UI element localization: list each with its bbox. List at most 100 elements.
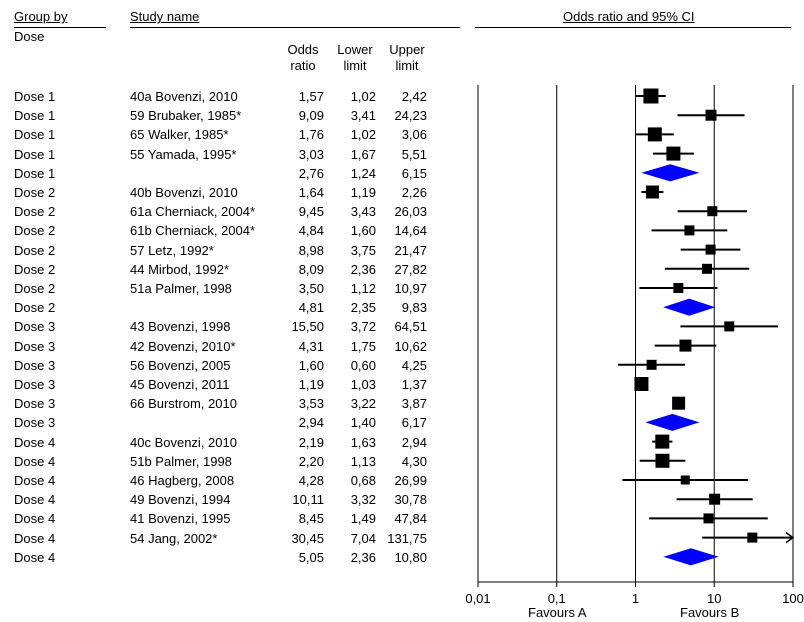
row-lower-limit: 2,36 bbox=[350, 262, 376, 277]
row-group: Dose 3 bbox=[14, 319, 56, 334]
row-odds-ratio: 8,09 bbox=[298, 262, 324, 277]
row-odds-ratio: 9,09 bbox=[298, 108, 324, 123]
row-upper-limit: 1,37 bbox=[401, 377, 427, 392]
study-marker bbox=[709, 493, 721, 505]
row-upper-limit: 27,82 bbox=[394, 262, 427, 277]
row-group: Dose 4 bbox=[14, 511, 56, 526]
row-odds-ratio: 5,05 bbox=[298, 550, 324, 565]
summary-diamond bbox=[663, 548, 719, 566]
row-study-name: 40c Bovenzi, 2010 bbox=[130, 435, 237, 450]
row-lower-limit: 1,40 bbox=[350, 415, 376, 430]
row-study-name: 51b Palmer, 1998 bbox=[130, 454, 232, 469]
ci-arrow bbox=[785, 531, 795, 544]
row-upper-limit: 2,26 bbox=[401, 185, 427, 200]
row-lower-limit: 2,36 bbox=[350, 550, 376, 565]
row-group: Dose 2 bbox=[14, 300, 56, 315]
row-lower-limit: 1,12 bbox=[350, 281, 376, 296]
row-study-name: 41 Bovenzi, 1995 bbox=[130, 511, 231, 526]
favours-a-label: Favours A bbox=[528, 605, 587, 620]
row-upper-limit: 10,80 bbox=[394, 550, 427, 565]
study-marker bbox=[634, 377, 649, 391]
row-group: Dose 2 bbox=[14, 223, 56, 238]
row-lower-limit: 7,04 bbox=[350, 531, 376, 546]
study-marker bbox=[645, 185, 659, 199]
row-study-name: 42 Bovenzi, 2010* bbox=[130, 339, 236, 354]
row-lower-limit: 1,49 bbox=[350, 511, 376, 526]
row-group: Dose 3 bbox=[14, 377, 56, 392]
study-marker bbox=[707, 206, 718, 217]
row-odds-ratio: 9,45 bbox=[298, 204, 324, 219]
row-group: Dose 3 bbox=[14, 415, 56, 430]
row-odds-ratio: 4,84 bbox=[298, 223, 324, 238]
study-marker bbox=[655, 453, 670, 468]
header-plot-title: Odds ratio and 95% CI bbox=[563, 9, 695, 24]
row-study-name: 55 Yamada, 1995* bbox=[130, 147, 237, 162]
row-odds-ratio: 4,31 bbox=[298, 339, 324, 354]
row-lower-limit: 1,19 bbox=[350, 185, 376, 200]
row-study-name: 44 Mirbod, 1992* bbox=[130, 262, 230, 277]
row-group: Dose 4 bbox=[14, 492, 56, 507]
row-upper-limit: 47,84 bbox=[394, 511, 427, 526]
row-upper-limit: 3,87 bbox=[401, 396, 427, 411]
row-lower-limit: 3,72 bbox=[350, 319, 376, 334]
row-study-name: 54 Jang, 2002* bbox=[130, 531, 218, 546]
row-study-name: 61b Cherniack, 2004* bbox=[130, 223, 256, 238]
row-odds-ratio: 30,45 bbox=[291, 531, 324, 546]
row-lower-limit: 1,24 bbox=[350, 166, 376, 181]
header-divider-group bbox=[14, 27, 106, 28]
row-study-name: 40b Bovenzi, 2010 bbox=[130, 185, 238, 200]
x-tick-label: 0,01 bbox=[465, 591, 490, 606]
row-upper-limit: 2,94 bbox=[401, 435, 427, 450]
study-marker bbox=[705, 244, 716, 255]
row-study-name: 66 Burstrom, 2010 bbox=[130, 396, 237, 411]
header-upper-line1: Upper bbox=[389, 42, 425, 57]
row-upper-limit: 6,15 bbox=[401, 166, 427, 181]
row-odds-ratio: 1,76 bbox=[298, 127, 324, 142]
row-group: Dose 1 bbox=[14, 89, 56, 104]
row-upper-limit: 4,30 bbox=[401, 454, 427, 469]
row-group: Dose 2 bbox=[14, 243, 56, 258]
row-study-name: 59 Brubaker, 1985* bbox=[130, 108, 242, 123]
header-upper-line2: limit bbox=[395, 58, 419, 73]
row-lower-limit: 1,02 bbox=[350, 89, 376, 104]
row-odds-ratio: 3,03 bbox=[298, 147, 324, 162]
header-or-line2: ratio bbox=[290, 58, 316, 73]
row-lower-limit: 3,22 bbox=[350, 396, 376, 411]
row-lower-limit: 1,13 bbox=[350, 454, 376, 469]
row-upper-limit: 3,06 bbox=[401, 127, 427, 142]
study-marker bbox=[705, 109, 717, 121]
row-group: Dose 4 bbox=[14, 454, 56, 469]
row-upper-limit: 10,97 bbox=[394, 281, 427, 296]
row-group: Dose 2 bbox=[14, 281, 56, 296]
row-upper-limit: 30,78 bbox=[394, 492, 427, 507]
row-upper-limit: 4,25 bbox=[401, 358, 427, 373]
row-odds-ratio: 1,60 bbox=[298, 358, 324, 373]
row-group: Dose 3 bbox=[14, 339, 56, 354]
header-group-by: Group by bbox=[14, 9, 68, 24]
summary-diamond bbox=[645, 413, 700, 431]
row-odds-ratio: 1,19 bbox=[298, 377, 324, 392]
row-upper-limit: 6,17 bbox=[401, 415, 427, 430]
header-study-name: Study name bbox=[130, 9, 200, 24]
row-group: Dose 4 bbox=[14, 435, 56, 450]
row-lower-limit: 0,68 bbox=[350, 473, 376, 488]
row-odds-ratio: 2,76 bbox=[298, 166, 324, 181]
row-odds-ratio: 8,98 bbox=[298, 243, 324, 258]
row-upper-limit: 24,23 bbox=[394, 108, 427, 123]
row-odds-ratio: 2,20 bbox=[298, 454, 324, 469]
row-study-name: 65 Walker, 1985* bbox=[130, 127, 229, 142]
row-upper-limit: 26,99 bbox=[394, 473, 427, 488]
row-odds-ratio: 1,57 bbox=[298, 89, 324, 104]
row-lower-limit: 1,67 bbox=[350, 147, 376, 162]
study-marker bbox=[646, 359, 657, 370]
row-group: Dose 2 bbox=[14, 204, 56, 219]
row-study-name: 46 Hagberg, 2008 bbox=[130, 473, 235, 488]
row-odds-ratio: 2,94 bbox=[298, 415, 324, 430]
row-lower-limit: 3,41 bbox=[350, 108, 376, 123]
row-study-name: 51a Palmer, 1998 bbox=[130, 281, 232, 296]
row-upper-limit: 21,47 bbox=[394, 243, 427, 258]
row-odds-ratio: 4,28 bbox=[298, 473, 324, 488]
row-lower-limit: 3,32 bbox=[350, 492, 376, 507]
header-lower-line1: Lower bbox=[337, 42, 373, 57]
